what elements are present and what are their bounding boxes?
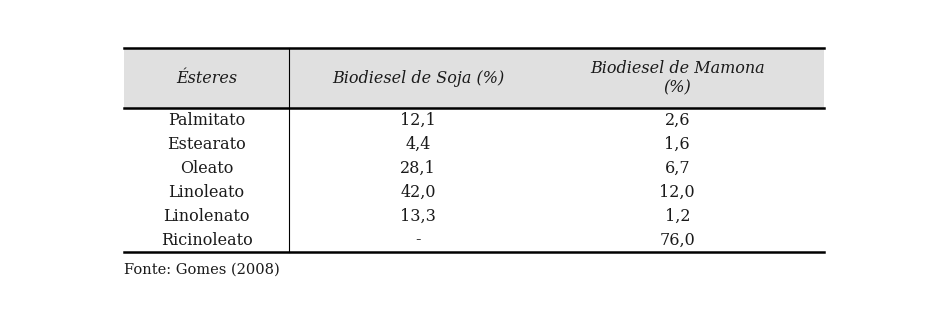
Bar [124,48,825,108]
Text: 1,6: 1,6 [665,136,690,153]
Text: Linolenato: Linolenato [163,208,250,225]
Text: Ésteres: Ésteres [176,70,237,87]
Text: 2,6: 2,6 [665,112,690,129]
Text: Ricinoleato: Ricinoleato [161,232,253,249]
Text: 6,7: 6,7 [665,160,690,177]
Text: 1,2: 1,2 [665,208,690,225]
Text: Biodiesel de Soja (%): Biodiesel de Soja (%) [332,70,505,87]
Text: -: - [416,232,421,249]
Text: Palmitato: Palmitato [168,112,245,129]
Text: 42,0: 42,0 [401,184,436,201]
Text: 4,4: 4,4 [405,136,431,153]
Text: 12,0: 12,0 [660,184,695,201]
Text: Biodiesel de Mamona
(%): Biodiesel de Mamona (%) [590,60,765,96]
Text: 13,3: 13,3 [401,208,436,225]
Text: Linoleato: Linoleato [168,184,244,201]
Text: Estearato: Estearato [168,136,246,153]
Text: Oleato: Oleato [180,160,233,177]
Text: Fonte: Gomes (2008): Fonte: Gomes (2008) [124,262,280,276]
Text: 12,1: 12,1 [401,112,436,129]
Text: 28,1: 28,1 [401,160,436,177]
Text: 76,0: 76,0 [659,232,695,249]
